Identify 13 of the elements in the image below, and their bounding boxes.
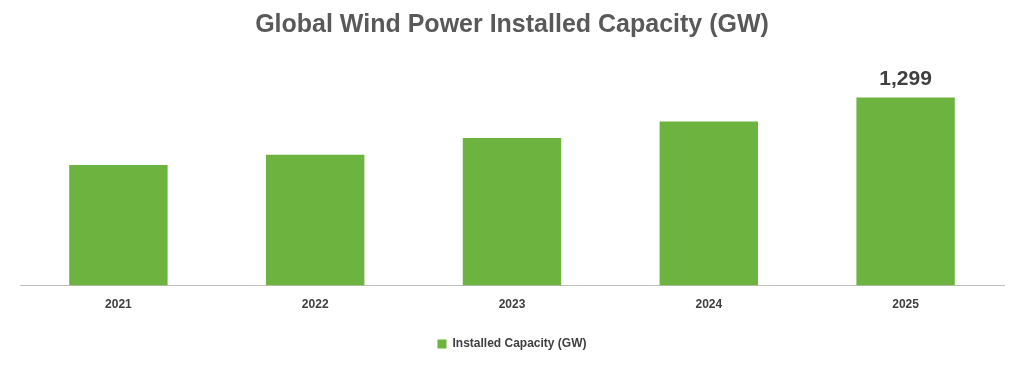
bar <box>69 164 168 286</box>
x-tick-label: 2023 <box>498 297 526 312</box>
x-tick-label: 2021 <box>105 297 133 312</box>
x-tick-label: 2022 <box>301 297 329 312</box>
bar <box>856 97 955 286</box>
bar <box>659 121 758 286</box>
chart-title: Global Wind Power Installed Capacity (GW) <box>255 8 769 37</box>
x-tick-label: 2024 <box>695 297 723 312</box>
bar <box>462 138 562 286</box>
bar <box>266 154 365 286</box>
legend-label: Installed Capacity (GW) <box>452 336 587 351</box>
x-tick-label: 2025 <box>892 297 920 312</box>
data-label: 1,299 <box>879 65 932 89</box>
